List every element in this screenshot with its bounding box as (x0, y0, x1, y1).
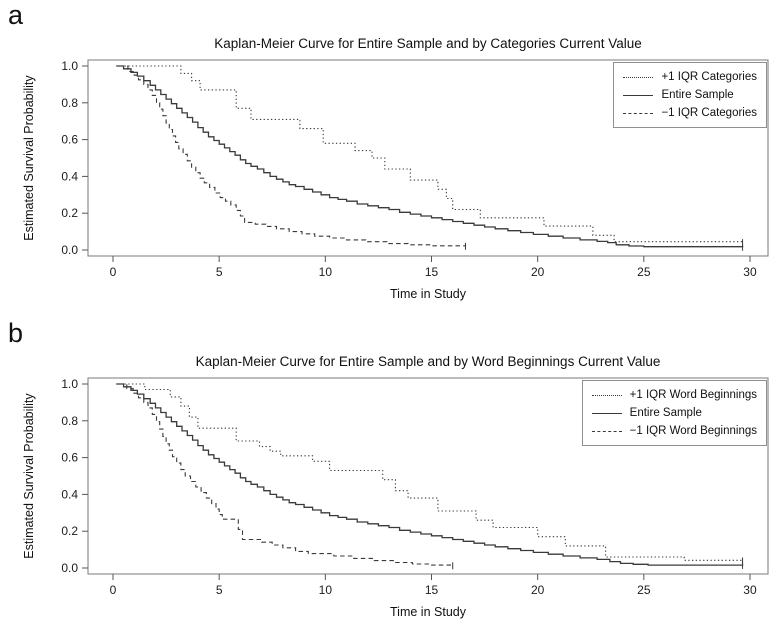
panel-a-legend: +1 IQR Categories Entire Sample −1 IQR C… (613, 62, 767, 128)
solid-line-sample-icon (591, 412, 622, 414)
legend-item: +1 IQR Word Beginnings (591, 386, 757, 404)
panel-b-label: b (8, 318, 24, 348)
x-tick-label: 20 (531, 265, 545, 279)
panel-b-title: Kaplan-Meier Curve for Entire Sample and… (195, 354, 661, 369)
x-tick-label: 10 (319, 583, 333, 597)
panel-a-title: Kaplan-Meier Curve for Entire Sample and… (214, 36, 642, 51)
legend-item-label: Entire Sample (629, 407, 702, 419)
y-tick-label: 0.8 (61, 414, 78, 428)
y-tick-label: 0.0 (61, 561, 78, 575)
x-tick-label: 5 (216, 265, 223, 279)
dashed-line-sample-icon (623, 112, 654, 114)
y-tick-label: 0.0 (61, 243, 78, 257)
legend-item: Entire Sample (623, 86, 757, 104)
legend-item: +1 IQR Categories (623, 68, 757, 86)
legend-item-label: −1 IQR Categories (661, 107, 757, 119)
x-tick-label: 25 (637, 265, 651, 279)
x-tick-label: 15 (425, 583, 439, 597)
y-tick-label: 0.6 (61, 133, 78, 147)
legend-item: Entire Sample (591, 404, 757, 422)
dashed-line-sample-icon (591, 430, 622, 432)
legend-item-label: +1 IQR Categories (661, 71, 757, 83)
y-tick-label: 0.4 (61, 487, 78, 501)
y-tick-label: 0.2 (61, 206, 78, 220)
series-line-solid (116, 65, 744, 248)
series-line-dashed (119, 65, 467, 247)
y-tick-label: 1.0 (61, 59, 78, 73)
panel-b-plot: 0 5 10 15 20 25 30 1.0 0.8 0.6 0.4 0.2 0.0 (61, 377, 769, 597)
x-tick-label: 10 (319, 265, 333, 279)
panel-b-x-axis-label: Time in Study (390, 605, 466, 619)
x-tick-label: 5 (216, 583, 223, 597)
legend-item: −1 IQR Word Beginnings (591, 422, 757, 440)
y-tick-label: 1.0 (61, 377, 78, 391)
x-tick-label: 25 (637, 583, 651, 597)
legend-item-label: Entire Sample (661, 89, 734, 101)
panel-a-plot: 0 5 10 15 20 25 30 1.0 0.8 0.6 0.4 0.2 0.0 (61, 59, 769, 279)
legend-item: −1 IQR Categories (623, 104, 757, 122)
y-tick-label: 0.2 (61, 524, 78, 538)
dotted-line-sample-icon (591, 394, 622, 396)
series-line-dotted (117, 65, 744, 243)
panel-a: 0 5 10 15 20 25 30 1.0 0.8 0.6 0.4 0.2 0.0 a Kaplan-… (0, 0, 781, 318)
legend-item-label: −1 IQR Word Beginnings (629, 425, 757, 437)
panel-a-x-axis-label: Time in Study (390, 287, 466, 301)
y-tick-label: 0.8 (61, 96, 78, 110)
x-tick-label: 0 (110, 265, 117, 279)
plot-frame (87, 377, 769, 575)
x-tick-label: 0 (110, 583, 117, 597)
series-line-dashed (119, 383, 454, 566)
x-tick-label: 30 (743, 265, 757, 279)
legend-item-label: +1 IQR Word Beginnings (629, 389, 757, 401)
panel-b: 0 5 10 15 20 25 30 1.0 0.8 0.6 0.4 0.2 0.0 b Kaplan-… (0, 318, 781, 641)
x-tick-label: 15 (425, 265, 439, 279)
panel-a-label: a (8, 0, 24, 30)
panel-b-legend: +1 IQR Word Beginnings Entire Sample −1 … (581, 380, 767, 446)
y-tick-label: 0.6 (61, 451, 78, 465)
x-tick-label: 20 (531, 583, 545, 597)
plot-frame (87, 59, 769, 257)
panel-a-y-axis-label: Estimated Survival Probability (22, 75, 36, 241)
solid-line-sample-icon (623, 94, 654, 96)
x-tick-label: 30 (743, 583, 757, 597)
series-line-solid (116, 383, 744, 566)
dotted-line-sample-icon (623, 76, 654, 78)
y-tick-label: 0.4 (61, 169, 78, 183)
panel-b-y-axis-label: Estimated Survival Probability (22, 393, 36, 559)
